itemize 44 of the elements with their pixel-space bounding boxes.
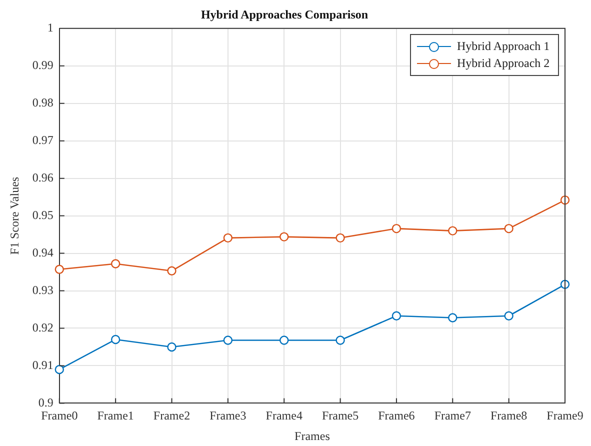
x-axis-title: Frames bbox=[294, 428, 330, 443]
point bbox=[280, 232, 289, 242]
point bbox=[110, 334, 120, 344]
point bbox=[504, 311, 514, 320]
y-axis-title: F1 Score Values bbox=[7, 176, 22, 255]
x-tick-label: Frame2 bbox=[153, 408, 190, 423]
y-tick-label: 0.95 bbox=[32, 208, 54, 222]
point bbox=[504, 224, 514, 234]
y-tick-label: 0.97 bbox=[32, 132, 54, 147]
point bbox=[392, 311, 402, 320]
x-tick-label: Frame3 bbox=[210, 408, 246, 423]
point bbox=[280, 336, 289, 345]
chart-title: Hybrid Approaches Comparison bbox=[200, 7, 368, 22]
x-tick-label: Frame9 bbox=[546, 408, 584, 423]
y-tick-label: 0.91 bbox=[32, 358, 54, 372]
point bbox=[167, 266, 176, 276]
point bbox=[448, 313, 458, 322]
legend-label: Hybrid Approach 1 bbox=[457, 39, 550, 54]
y-tick-label: 0.98 bbox=[32, 96, 54, 110]
point bbox=[54, 364, 64, 374]
y-tick-label: 0.92 bbox=[32, 320, 54, 334]
y-tick-label: 0.93 bbox=[32, 282, 54, 297]
point bbox=[54, 264, 64, 274]
x-tick-label: Frame5 bbox=[322, 408, 359, 423]
x-tick-label: Frame4 bbox=[266, 408, 302, 423]
legend-label: Hybrid Approach 2 bbox=[457, 56, 550, 72]
x-tick-label: Frame1 bbox=[97, 408, 134, 423]
y-tick-label: 1 bbox=[47, 20, 54, 35]
point bbox=[448, 226, 458, 236]
point bbox=[223, 233, 233, 243]
y-tick-label: 0.94 bbox=[32, 245, 54, 260]
point bbox=[223, 336, 233, 345]
point bbox=[392, 224, 402, 234]
point bbox=[336, 336, 345, 345]
y-tick-label: 0.9 bbox=[38, 395, 54, 410]
point bbox=[336, 233, 345, 243]
y-tick-label: 0.96 bbox=[32, 170, 54, 184]
x-tick-label: Frame7 bbox=[434, 408, 471, 423]
x-tick-label: Frame8 bbox=[490, 408, 528, 423]
point bbox=[167, 342, 176, 352]
y-tick-label: 0.99 bbox=[32, 58, 54, 72]
x-tick-label: Frame6 bbox=[378, 408, 415, 423]
point bbox=[110, 259, 120, 268]
x-tick-label: Frame0 bbox=[41, 408, 78, 423]
